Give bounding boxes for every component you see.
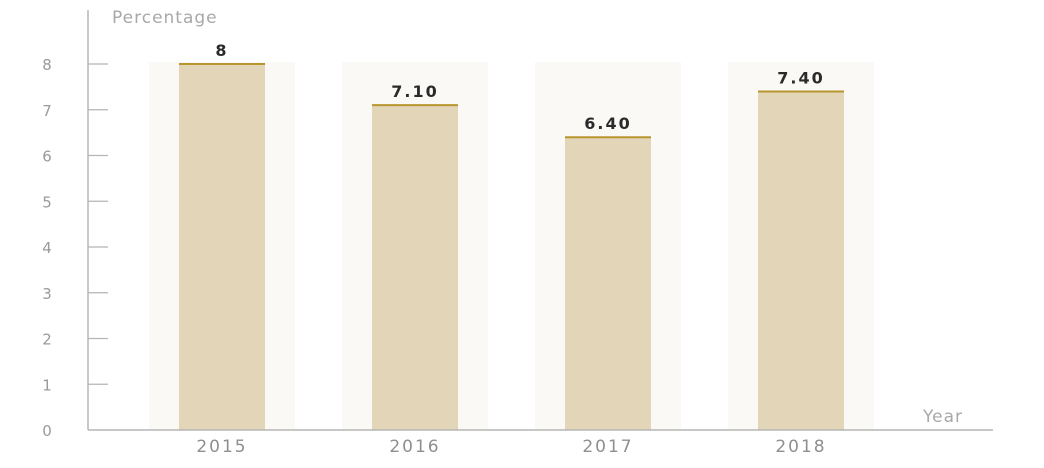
x-tick-label-2015: 2015 bbox=[196, 437, 247, 457]
data-label-2017: 6.40 bbox=[584, 114, 631, 133]
bar-2015 bbox=[179, 64, 265, 430]
y-tick-label-2: 2 bbox=[42, 331, 52, 349]
data-label-2018: 7.40 bbox=[777, 68, 824, 87]
y-tick-label-6: 6 bbox=[42, 148, 52, 166]
x-tick-label-2016: 2016 bbox=[389, 437, 440, 457]
bar-2017 bbox=[565, 137, 651, 430]
y-tick-label-1: 1 bbox=[42, 376, 52, 394]
y-tick-label-8: 8 bbox=[42, 56, 52, 74]
axes-layer bbox=[87, 10, 993, 431]
x-tick-label-2017: 2017 bbox=[582, 437, 633, 457]
y-axis-title: Percentage bbox=[112, 8, 218, 28]
data-label-2016: 7.10 bbox=[391, 82, 438, 101]
data-labels-layer: 8 7.10 6.40 7.40 bbox=[215, 41, 824, 133]
bars-layer bbox=[149, 62, 874, 431]
y-ticks-layer: 0 1 2 3 4 5 6 7 8 bbox=[42, 56, 108, 440]
y-tick-label-5: 5 bbox=[42, 193, 52, 211]
x-axis-title: Year bbox=[922, 407, 963, 427]
y-tick-label-7: 7 bbox=[42, 102, 52, 120]
bar-2018 bbox=[758, 91, 844, 430]
x-tick-label-2018: 2018 bbox=[775, 437, 826, 457]
y-tick-label-4: 4 bbox=[42, 239, 52, 257]
x-ticks-layer: 2015 2016 2017 2018 bbox=[196, 437, 826, 457]
bar-2016 bbox=[372, 105, 458, 431]
y-tick-label-3: 3 bbox=[42, 285, 52, 303]
y-tick-label-0: 0 bbox=[42, 422, 52, 440]
data-label-2015: 8 bbox=[215, 41, 228, 60]
